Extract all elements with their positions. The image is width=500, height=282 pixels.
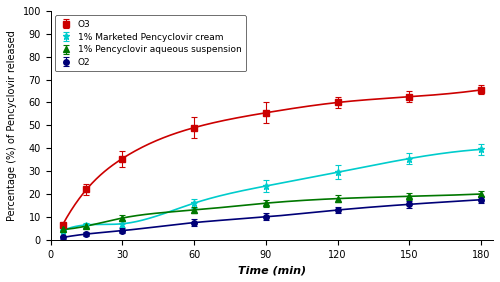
Legend: O3, 1% Marketed Pencyclovir cream, 1% Pencyclovir aqueous suspension, O2: O3, 1% Marketed Pencyclovir cream, 1% Pe… — [55, 16, 246, 71]
X-axis label: Time (min): Time (min) — [238, 265, 306, 275]
Y-axis label: Percentage (%) of Pencyclovir released: Percentage (%) of Pencyclovir released — [7, 30, 17, 221]
